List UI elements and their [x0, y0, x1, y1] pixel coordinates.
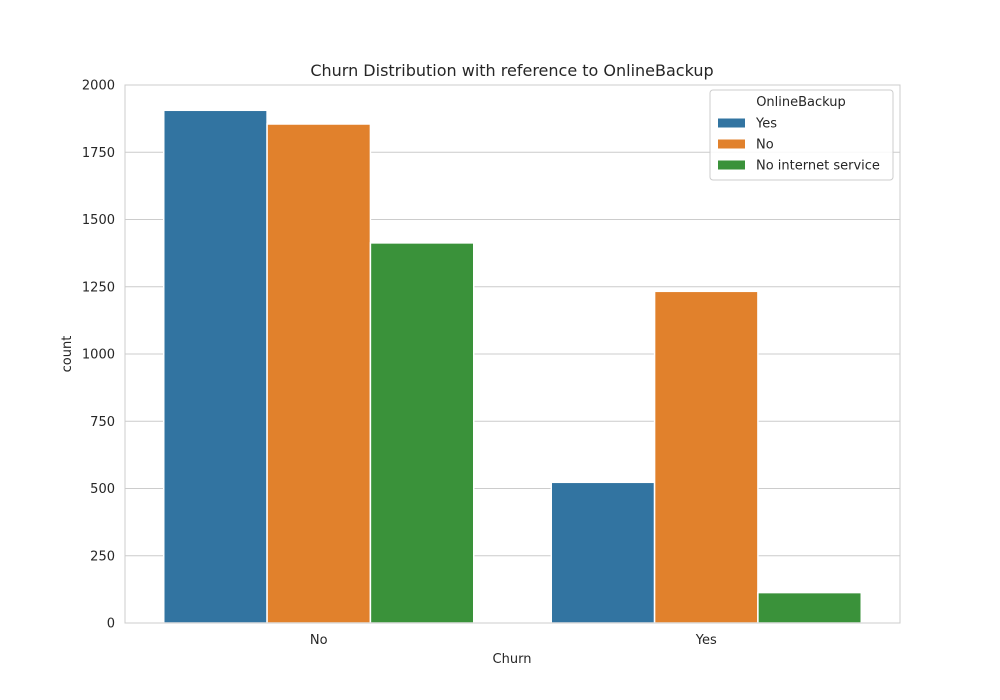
- bar-no-series-0: [163, 109, 268, 624]
- y-tick-label: 500: [90, 482, 115, 497]
- legend-label: Yes: [755, 117, 777, 132]
- y-axis-label: count: [60, 336, 75, 373]
- y-tick-label: 750: [90, 415, 115, 430]
- legend-swatch: [718, 139, 745, 149]
- legend-items: Yes No No internet service: [718, 117, 880, 174]
- bars: [163, 109, 863, 624]
- bar-yes-series-0: [550, 481, 656, 624]
- y-tick-label: 1000: [82, 348, 115, 363]
- bar-no-series-1: [266, 123, 372, 624]
- y-tick-label: 2000: [82, 79, 115, 94]
- legend-swatch: [718, 160, 745, 170]
- legend-swatch: [718, 118, 745, 128]
- y-tick-label: 1500: [82, 213, 115, 228]
- bar-yes-series-2: [757, 591, 863, 624]
- legend-label: No internet service: [756, 159, 880, 174]
- y-tick-labels: 0 250 500 750 1000 1250 1500 1750 2000: [82, 79, 115, 632]
- y-tick-label: 1250: [82, 280, 115, 295]
- x-tick-labels: No Yes: [310, 633, 717, 648]
- x-tick-label: Yes: [695, 633, 717, 648]
- y-tick-label: 1750: [82, 146, 115, 161]
- plot-frame: [124, 84, 901, 624]
- chart-title: Churn Distribution with reference to Onl…: [310, 61, 713, 80]
- legend-title: OnlineBackup: [756, 95, 846, 110]
- x-tick-label: No: [310, 633, 328, 648]
- y-tick-label: 250: [90, 549, 115, 564]
- x-axis-label: Churn: [493, 652, 532, 667]
- bar-yes-series-1: [653, 290, 759, 624]
- legend: OnlineBackup Yes No No internet service: [709, 89, 894, 181]
- bar-no-series-2: [369, 242, 475, 624]
- y-tick-label: 0: [107, 617, 115, 632]
- legend-box: [709, 89, 894, 181]
- legend-label: No: [756, 138, 774, 153]
